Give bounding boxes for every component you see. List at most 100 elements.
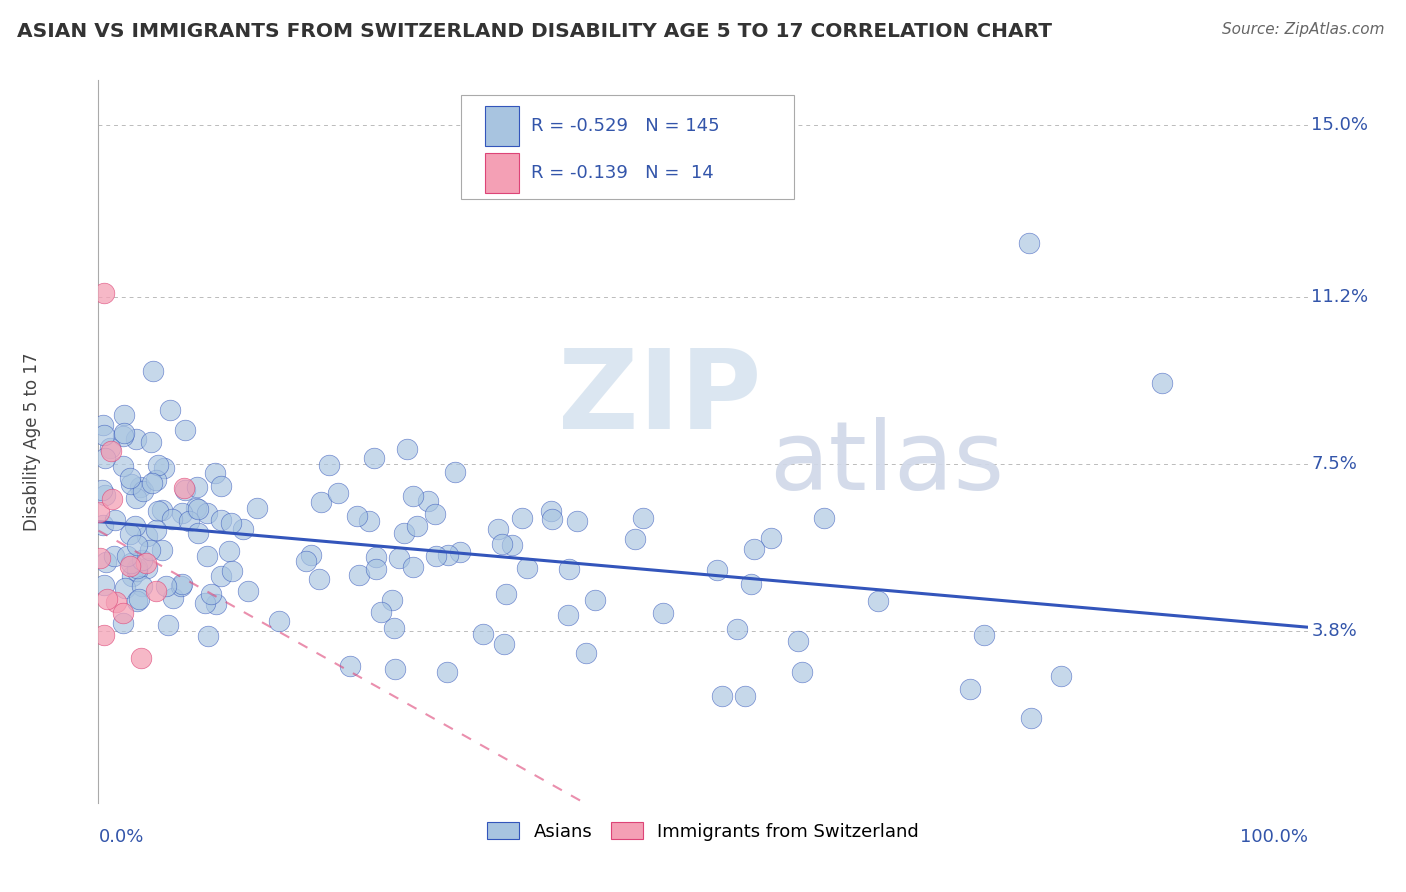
Point [160, 512, 183, 526]
Point [959, 682, 981, 697]
Point [416, 494, 439, 508]
Point [471, 627, 494, 641]
Point [112, 459, 135, 474]
Point [364, 550, 387, 565]
Point [742, 542, 765, 557]
Point [396, 442, 419, 457]
Point [346, 509, 368, 524]
Point [145, 474, 167, 488]
FancyBboxPatch shape [461, 95, 793, 200]
Point [381, 593, 404, 607]
Point [162, 591, 184, 605]
Point [759, 531, 782, 545]
Point [159, 403, 181, 417]
Point [734, 689, 756, 703]
Point [301, 549, 323, 563]
Point [406, 518, 429, 533]
Point [150, 542, 173, 557]
Point [1018, 235, 1040, 250]
Point [388, 551, 411, 566]
Point [94, 488, 117, 502]
Point [173, 423, 195, 437]
Point [540, 504, 562, 518]
Point [120, 558, 142, 573]
Point [370, 605, 392, 619]
Point [339, 658, 361, 673]
Point [516, 561, 538, 575]
Point [93, 517, 115, 532]
Point [146, 458, 169, 472]
Point [145, 523, 167, 537]
Point [1019, 711, 1042, 725]
Text: Disability Age 5 to 17: Disability Age 5 to 17 [22, 352, 41, 531]
Point [112, 408, 135, 422]
Point [510, 511, 533, 525]
Point [187, 501, 209, 516]
Point [558, 561, 581, 575]
Point [93, 428, 115, 442]
Text: Source: ZipAtlas.com: Source: ZipAtlas.com [1222, 22, 1385, 37]
Text: 7.5%: 7.5% [1312, 455, 1357, 473]
Point [111, 606, 134, 620]
Point [443, 465, 465, 479]
Point [87, 505, 110, 519]
Point [170, 506, 193, 520]
Point [187, 526, 209, 541]
Point [575, 646, 598, 660]
Point [710, 689, 733, 703]
Point [790, 665, 813, 679]
Point [120, 557, 142, 571]
Point [145, 583, 167, 598]
Point [101, 492, 124, 507]
Point [91, 483, 114, 497]
Point [236, 584, 259, 599]
Point [93, 578, 115, 592]
Point [146, 503, 169, 517]
Point [200, 587, 222, 601]
Point [326, 486, 349, 500]
Point [186, 500, 208, 515]
Point [150, 502, 173, 516]
Point [384, 662, 406, 676]
Point [128, 592, 150, 607]
Point [127, 561, 149, 575]
Point [156, 618, 179, 632]
Point [141, 475, 163, 490]
Point [103, 549, 125, 563]
Point [402, 559, 425, 574]
Point [583, 593, 606, 607]
Point [219, 516, 242, 530]
Point [129, 651, 152, 665]
Point [186, 480, 208, 494]
Point [318, 458, 340, 472]
Point [155, 579, 177, 593]
Point [1152, 376, 1174, 390]
Point [267, 614, 290, 628]
Point [136, 529, 159, 543]
Point [142, 364, 165, 378]
Point [93, 627, 115, 641]
Point [973, 628, 995, 642]
Point [501, 538, 523, 552]
Point [495, 587, 517, 601]
Point [294, 553, 316, 567]
Point [557, 608, 579, 623]
Text: ZIP: ZIP [558, 344, 761, 451]
Point [98, 442, 121, 456]
Text: 15.0%: 15.0% [1312, 117, 1368, 135]
Point [425, 549, 447, 563]
Point [357, 515, 380, 529]
Point [437, 548, 460, 562]
Point [740, 576, 762, 591]
Point [131, 553, 153, 567]
Point [624, 532, 647, 546]
Point [94, 450, 117, 465]
Point [105, 595, 128, 609]
Point [209, 513, 232, 527]
Point [866, 594, 889, 608]
Text: R = -0.139   N =  14: R = -0.139 N = 14 [531, 164, 714, 182]
Point [364, 562, 387, 576]
Point [195, 506, 218, 520]
Point [652, 606, 675, 620]
Text: 100.0%: 100.0% [1240, 828, 1308, 847]
